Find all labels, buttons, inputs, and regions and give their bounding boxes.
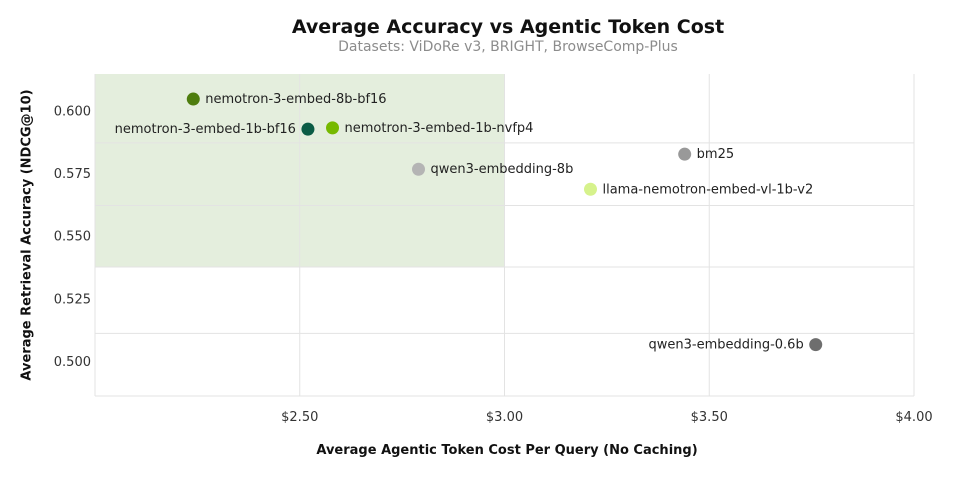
point-label: qwen3-embedding-0.6b <box>648 338 803 353</box>
data-point <box>583 182 597 196</box>
y-tick-label: 0.550 <box>54 230 91 245</box>
data-point <box>186 92 200 106</box>
point-label: llama-nemotron-embed-vl-1b-v2 <box>602 182 813 197</box>
y-tick-label: 0.500 <box>54 355 91 370</box>
x-axis-label: Average Agentic Token Cost Per Query (No… <box>316 443 698 458</box>
x-tick-label: $2.50 <box>281 410 318 425</box>
point-label: nemotron-3-embed-1b-nvfp4 <box>345 121 534 136</box>
x-tick-label: $4.00 <box>895 410 932 425</box>
data-point <box>809 338 823 352</box>
point-label: nemotron-3-embed-8b-bf16 <box>205 92 386 107</box>
chart-title: Average Accuracy vs Agentic Token Cost <box>291 16 725 38</box>
data-point <box>412 162 426 176</box>
y-tick-label: 0.600 <box>54 104 91 119</box>
point-label: bm25 <box>697 147 734 162</box>
y-axis-label: Average Retrieval Accuracy (NDCG@10) <box>19 89 35 381</box>
point-label: nemotron-3-embed-1b-bf16 <box>115 122 296 137</box>
x-tick-label: $3.50 <box>691 410 728 425</box>
point-label: qwen3-embedding-8b <box>431 162 574 177</box>
y-tick-label: 0.525 <box>54 292 91 307</box>
data-point <box>326 121 340 135</box>
data-point <box>301 122 315 136</box>
chart-subtitle: Datasets: ViDoRe v3, BRIGHT, BrowseComp-… <box>338 39 678 55</box>
y-tick-label: 0.575 <box>54 167 91 182</box>
x-tick-label: $3.00 <box>486 410 523 425</box>
data-point <box>678 147 692 161</box>
